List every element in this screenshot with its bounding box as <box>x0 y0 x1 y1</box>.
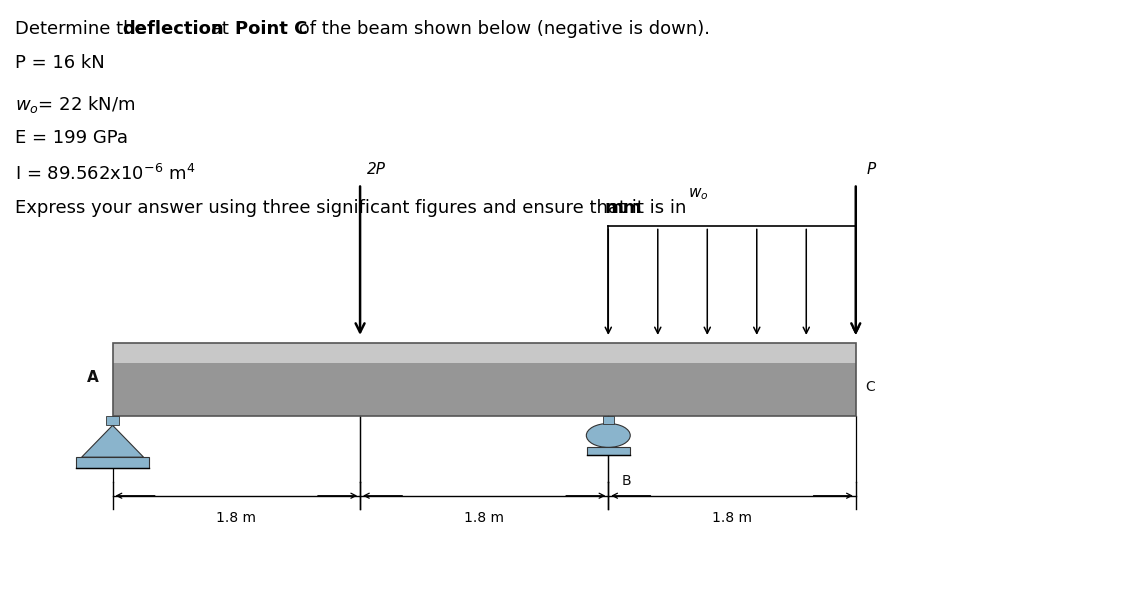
Bar <box>587 447 629 455</box>
Bar <box>113 343 856 416</box>
Text: A: A <box>88 370 99 386</box>
Polygon shape <box>82 425 144 457</box>
Text: Express your answer using three significant figures and ensure that it is in: Express your answer using three signific… <box>15 199 691 217</box>
Text: at: at <box>205 20 234 37</box>
Bar <box>113 343 856 416</box>
Text: $\it{w_o}$= 22 kN/m: $\it{w_o}$= 22 kN/m <box>15 94 135 115</box>
Text: of the beam shown below (negative is down).: of the beam shown below (negative is dow… <box>293 20 711 37</box>
Bar <box>77 457 149 468</box>
Text: 1.8 m: 1.8 m <box>464 511 504 525</box>
Text: deflection: deflection <box>122 20 223 37</box>
Text: $\it{w_o}$: $\it{w_o}$ <box>688 186 708 202</box>
Text: 1.8 m: 1.8 m <box>712 511 752 525</box>
Text: mm: mm <box>605 199 642 217</box>
Text: .: . <box>622 199 627 217</box>
Text: E = 199 GPa: E = 199 GPa <box>15 129 127 147</box>
Text: 2P: 2P <box>367 162 386 177</box>
Text: C: C <box>865 380 875 394</box>
Circle shape <box>587 424 631 447</box>
Bar <box>602 416 614 424</box>
Text: I = 89.562x10$^{-6}$ m$^{4}$: I = 89.562x10$^{-6}$ m$^{4}$ <box>15 164 195 184</box>
Text: 1.8 m: 1.8 m <box>216 511 257 525</box>
Text: B: B <box>622 474 632 488</box>
Text: Determine the: Determine the <box>15 20 151 37</box>
Bar <box>113 343 856 364</box>
Bar <box>106 416 119 425</box>
Text: P: P <box>867 162 876 177</box>
Text: P = 16 kN: P = 16 kN <box>15 54 105 72</box>
Text: Point C: Point C <box>235 20 307 37</box>
